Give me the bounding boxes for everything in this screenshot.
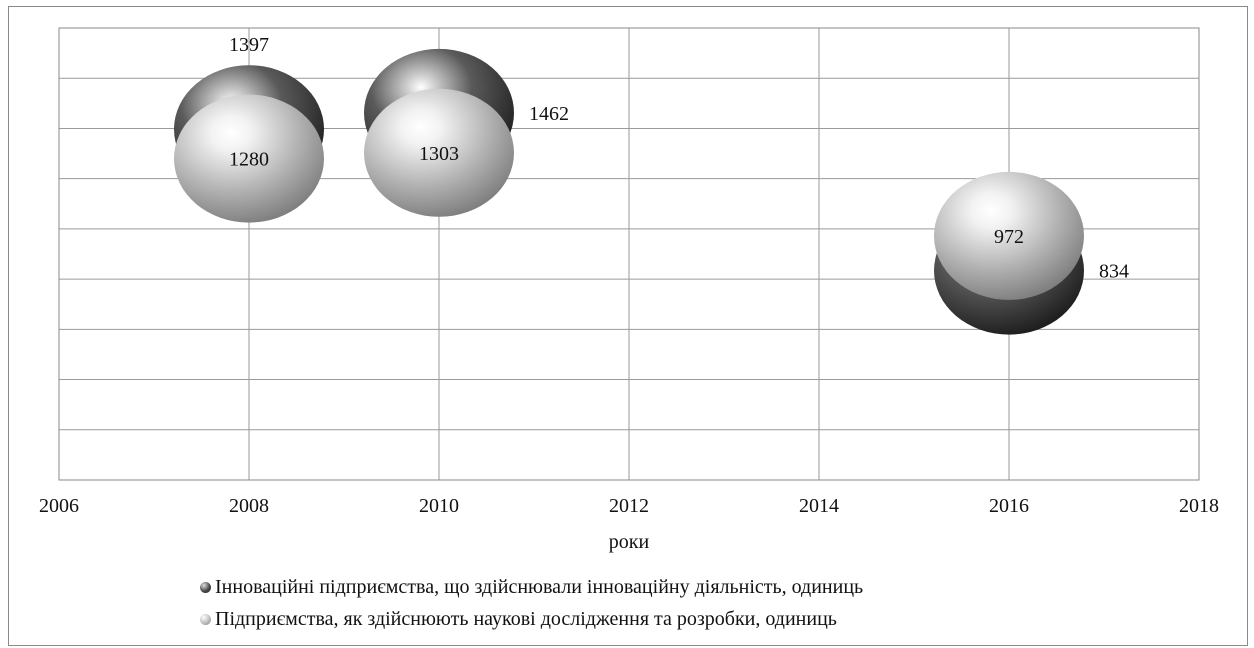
legend-item-series-2: Підприємства, як здійснюють наукові досл… [200,608,837,631]
x-tick-labels: 2006 2008 2010 2012 2014 2016 2018 [39,495,1219,517]
data-label-innovative-enterprises: 1397 [229,34,269,56]
x-tick-label: 2018 [1179,495,1219,517]
x-tick-label: 2008 [229,495,269,517]
legend-marker-dark-sphere [200,582,211,593]
data-label-innovative-enterprises: 1462 [529,103,569,125]
x-tick-label: 2006 [39,495,79,517]
x-tick-label: 2012 [609,495,649,517]
legend-label-series-1: Інноваційні підприємства, що здійснювали… [215,576,863,599]
x-tick-label: 2016 [989,495,1029,517]
marker-layer: 1397 1462 834 1280 1303 972 [174,34,1129,334]
data-label-innovative-enterprises: 834 [1099,261,1129,283]
legend-item-series-1: Інноваційні підприємства, що здійснювали… [200,576,863,599]
legend-label-series-2: Підприємства, як здійснюють наукові досл… [215,608,837,631]
x-axis-title: роки [609,531,650,553]
legend-marker-light-sphere [200,614,211,625]
x-tick-label: 2010 [419,495,459,517]
x-tick-label: 2014 [799,495,839,517]
data-label-rd-enterprises: 1280 [229,149,269,171]
data-label-rd-enterprises: 1303 [419,143,459,165]
data-label-rd-enterprises: 972 [994,226,1024,248]
